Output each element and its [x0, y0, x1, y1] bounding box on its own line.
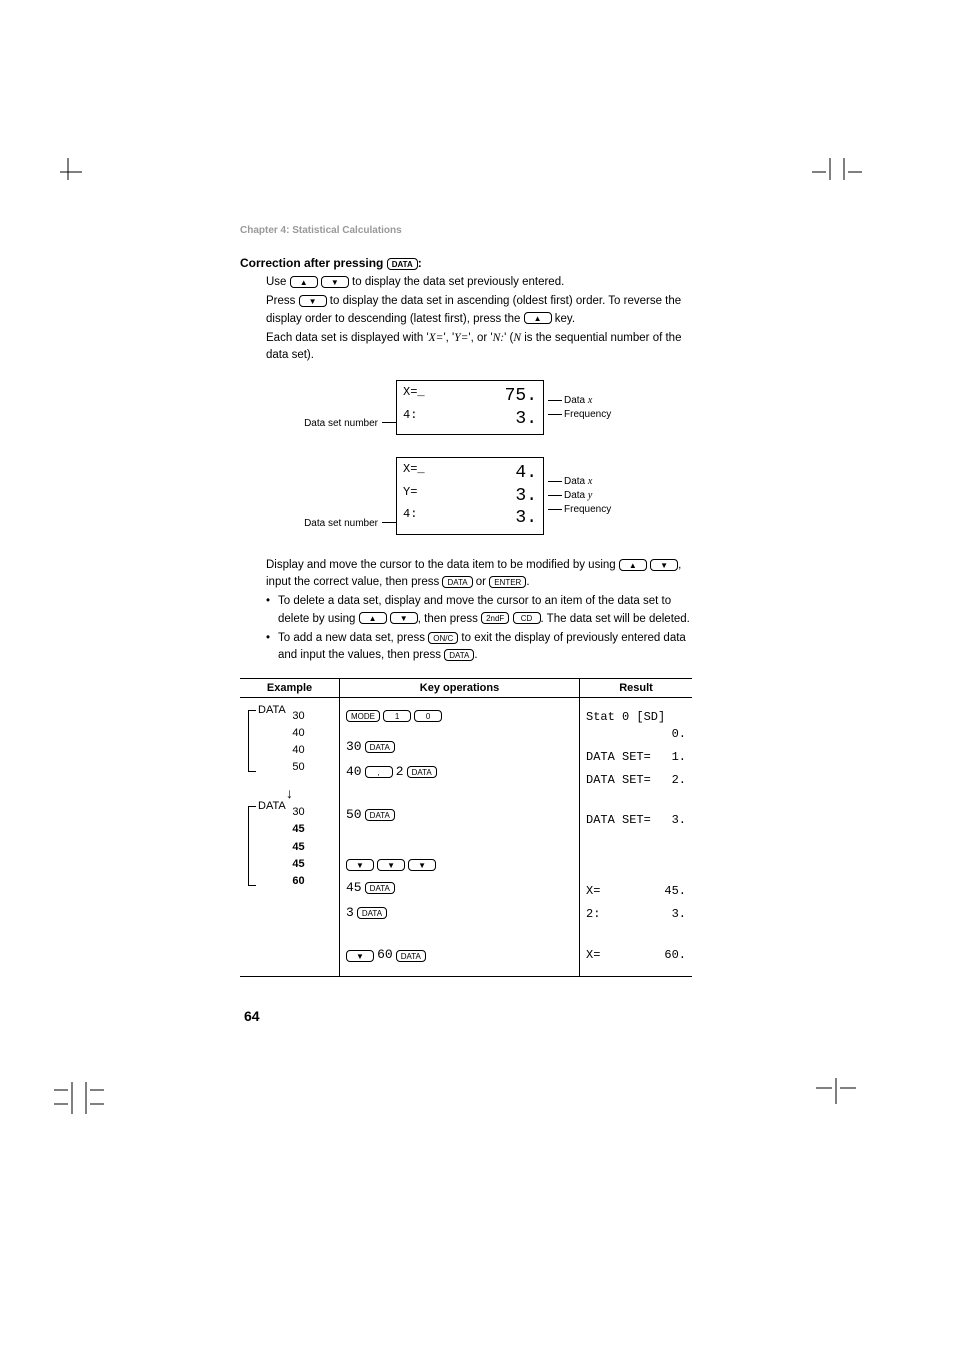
down-key: ▼	[390, 612, 418, 624]
bullet-list: • To delete a data set, display and move…	[266, 593, 692, 664]
down-key: ▼	[299, 295, 327, 307]
res-2: DATA SET=1.	[584, 746, 688, 769]
lcd-section: Data set number X=_75. 4:3. Data x Frequ…	[266, 380, 692, 535]
crop-mark-tr	[812, 158, 862, 186]
op-row-7: 45 DATA	[346, 876, 573, 901]
secondf-key: 2ndF	[481, 612, 509, 624]
crop-mark-bl	[54, 1064, 104, 1114]
down-key: ▼	[346, 950, 374, 962]
res-5: DATA SET=3.	[584, 809, 688, 832]
lcd-2: Data set number X=_4. Y=3. 4:3. Data x D…	[266, 457, 692, 535]
enter-key: ENTER	[489, 576, 526, 588]
arrow-down-icon: ↓	[244, 786, 335, 800]
one-key: 1	[383, 710, 411, 722]
data-key: DATA	[442, 576, 472, 588]
data-key: DATA	[365, 882, 395, 894]
op-row-3: 40 , 2 DATA	[346, 760, 573, 785]
crop-mark-br	[816, 1064, 856, 1104]
data-block-2: DATA 30 45 45 45 60	[244, 802, 335, 889]
down-key: ▼	[321, 276, 349, 288]
lcd2-box: X=_4. Y=3. 4:3.	[396, 457, 544, 535]
op-row-5: 50 DATA	[346, 803, 573, 828]
up-key: ▲	[619, 559, 647, 571]
lcd2-left-label: Data set number	[266, 518, 382, 535]
paragraph-4: Display and move the cursor to the data …	[266, 557, 692, 592]
table-header: Example Key operations Result	[240, 679, 692, 698]
op-row-8: 3 DATA	[346, 901, 573, 926]
down-key: ▼	[650, 559, 678, 571]
data-key: DATA	[357, 907, 387, 919]
res-8: 2:3.	[584, 903, 688, 926]
op-row-9: ▼ 60 DATA	[346, 943, 573, 968]
col-result: Result	[580, 679, 692, 697]
col-example: Example	[240, 679, 340, 697]
down-key: ▼	[346, 859, 374, 871]
example-col: DATA 30 40 40 50 ↓ DATA 30 45 45	[240, 698, 340, 976]
paragraph-1: Use ▲ ▼ to display the data set previous…	[266, 274, 692, 291]
res-3: DATA SET=2.	[584, 769, 688, 792]
data-block-1: DATA 30 40 40 50	[244, 706, 335, 776]
paragraph-2: Press ▼ to display the data set in ascen…	[266, 293, 692, 328]
lcd-1: Data set number X=_75. 4:3. Data x Frequ…	[266, 380, 692, 435]
mode-key: MODE	[346, 710, 380, 722]
res-9: X=60.	[584, 944, 688, 967]
data-key: DATA	[396, 950, 426, 962]
lcd1-left-label: Data set number	[266, 418, 382, 435]
keyops-col: MODE 1 0 30 DATA 40 , 2 DATA 50 DATA ▼ ▼…	[340, 698, 580, 976]
up-key: ▲	[359, 612, 387, 624]
heading-colon: :	[418, 256, 422, 270]
data-key: DATA	[365, 741, 395, 753]
crop-mark-tl	[54, 158, 82, 186]
down-key: ▼	[377, 859, 405, 871]
table-body: DATA 30 40 40 50 ↓ DATA 30 45 45	[240, 698, 692, 976]
op-row-6: ▼ ▼ ▼	[346, 855, 573, 876]
comma-key: ,	[365, 766, 393, 778]
data-key: DATA	[387, 258, 418, 270]
data-key: DATA	[365, 809, 395, 821]
page-number: 64	[244, 1008, 260, 1024]
lcd1-box: X=_75. 4:3.	[396, 380, 544, 435]
col-keyops: Key operations	[340, 679, 580, 697]
op-row-1: MODE 1 0	[346, 706, 573, 727]
onc-key: ON/C	[428, 632, 458, 644]
res-7: X=45.	[584, 880, 688, 903]
data-key: DATA	[407, 766, 437, 778]
lcd2-right-labels: Data x Data y Frequency	[544, 475, 611, 517]
cd-key: CD	[513, 612, 541, 624]
chapter-title: Chapter 4: Statistical Calculations	[240, 225, 692, 236]
lcd1-right-labels: Data x Frequency	[544, 394, 611, 422]
up-key: ▲	[290, 276, 318, 288]
data-key: DATA	[444, 649, 474, 661]
section-heading: Correction after pressing DATA:	[240, 256, 692, 270]
heading-text: Correction after pressing	[240, 256, 387, 270]
page-content: Chapter 4: Statistical Calculations Corr…	[240, 225, 692, 977]
op-row-2: 30 DATA	[346, 735, 573, 760]
paragraph-3: Each data set is displayed with 'X=', 'Y…	[266, 330, 692, 365]
result-col: Stat 0 [SD] 0. DATA SET=1. DATA SET=2. D…	[580, 698, 692, 976]
example-table: Example Key operations Result DATA 30 40…	[240, 678, 692, 977]
up-key: ▲	[524, 312, 552, 324]
down-key: ▼	[408, 859, 436, 871]
bullet-2: • To add a new data set, press ON/C to e…	[266, 630, 692, 665]
zero-key: 0	[414, 710, 442, 722]
bullet-1: • To delete a data set, display and move…	[266, 593, 692, 628]
